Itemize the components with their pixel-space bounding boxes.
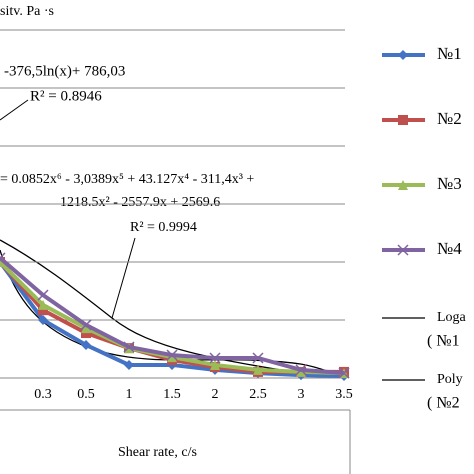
x-tick-label: 2.5 [249, 387, 267, 402]
marker [124, 359, 134, 370]
legend-label: ( №1 [427, 333, 460, 350]
legend-label: №1 [437, 44, 462, 63]
x-tick-label: 3.5 [335, 387, 353, 402]
log-r2: R² = 0.8946 [30, 88, 102, 104]
legend-label: №3 [437, 174, 462, 193]
legend-marker [398, 180, 408, 190]
marker [210, 359, 220, 370]
marker [81, 339, 91, 350]
marker [209, 352, 221, 364]
legend-marker [398, 50, 408, 60]
poly-equation: = 0.0852x⁶ - 3,0389x⁵ + 43.127x⁴ - 311,4… [0, 172, 254, 187]
x-tick-label: 0.3 [34, 387, 52, 402]
legend-label: ( №2 [427, 395, 460, 412]
legend-label: №4 [437, 239, 462, 258]
marker [253, 364, 263, 375]
marker [252, 352, 264, 364]
legend-label: №2 [437, 109, 462, 128]
log-equation: -376,5ln(x)+ 786,03 [4, 63, 125, 79]
marker [167, 352, 177, 363]
log-trendline [0, 239, 331, 379]
x-tick-label: 1 [126, 387, 133, 402]
marker [38, 299, 48, 310]
x-tick-label: 1.5 [163, 387, 181, 402]
x-tick-label: 3 [298, 387, 305, 402]
marker [37, 289, 49, 301]
marker [295, 364, 307, 376]
annotation-leader [111, 237, 136, 319]
poly-r2: R² = 0.9994 [130, 220, 197, 235]
x-tick-label: 2 [212, 387, 219, 402]
marker [81, 323, 91, 334]
legend-marker [397, 244, 409, 256]
marker [80, 319, 92, 331]
legend-label: Loga [437, 310, 467, 325]
poly-trendline [0, 249, 331, 373]
marker [38, 315, 48, 325]
marker [338, 367, 350, 379]
x-tick-label: 0.5 [77, 387, 95, 402]
marker [38, 305, 48, 316]
x-axis-label: Shear rate, c/s [118, 445, 197, 460]
marker [0, 252, 6, 264]
marker [123, 341, 135, 353]
annotation-leader [0, 99, 29, 121]
marker [166, 349, 178, 361]
legend-label: Poly [437, 372, 463, 387]
marker [296, 366, 306, 377]
legend-marker [398, 115, 408, 125]
poly-equation-2: 1218.5x² - 2557.9x + 2569.6 [60, 195, 220, 210]
y-axis-label: sitv. Pa ·s [0, 4, 54, 19]
